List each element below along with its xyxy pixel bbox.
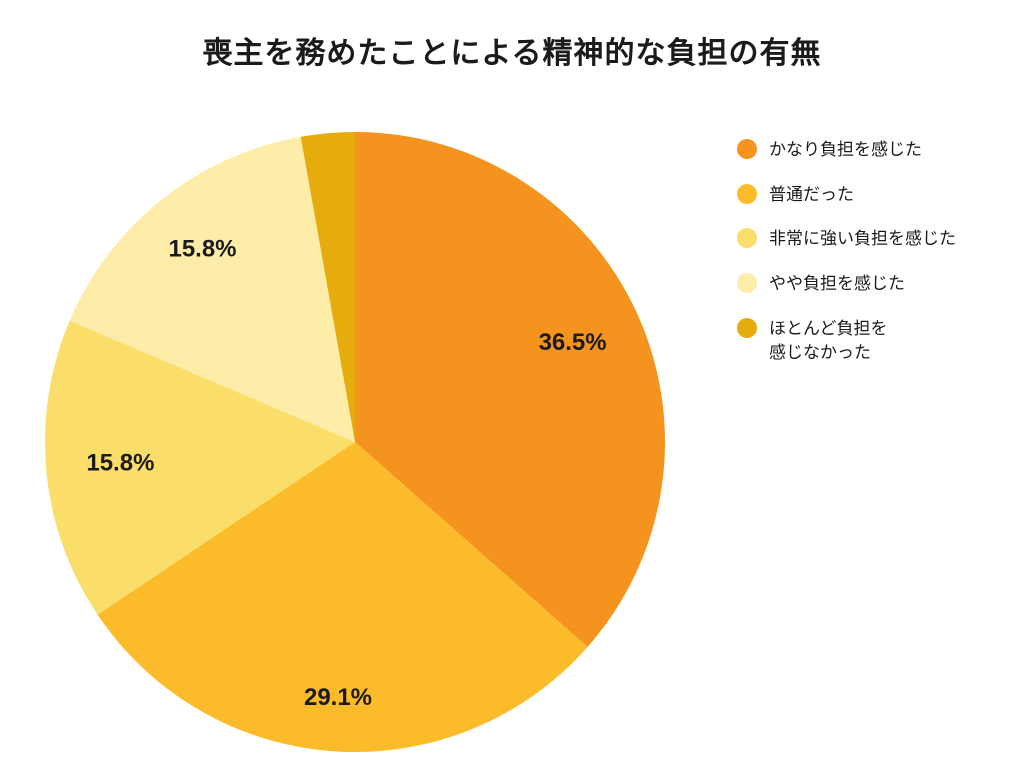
- pie-percent-label: 15.8%: [168, 236, 236, 263]
- legend-item-3: やや負担を感じた: [737, 272, 956, 297]
- legend-item-0: かなり負担を感じた: [737, 138, 956, 163]
- pie-percent-label: 15.8%: [86, 450, 154, 477]
- legend-item-4: ほとんど負担を 感じなかった: [737, 317, 956, 366]
- legend: かなり負担を感じた 普通だった非常に強い負担を感じた やや負担を感じたほとんど負担を…: [737, 138, 956, 366]
- legend-item-1: 普通だった: [737, 183, 956, 208]
- pie-slice-0: [355, 132, 665, 648]
- legend-color-dot: [737, 228, 757, 249]
- pie-slice-2: [45, 320, 356, 615]
- legend-item-2: 非常に強い負担を感じた: [737, 227, 956, 252]
- legend-label: ほとんど負担を 感じなかった: [769, 318, 888, 363]
- pie-slice-3: [69, 136, 356, 443]
- pie-chart: 36.5% 29.1% 15.8% 15.8%: [45, 132, 665, 752]
- pie-percent-label: 36.5%: [539, 329, 607, 356]
- legend-color-dot: [737, 183, 757, 204]
- pie-chart-area: 36.5% 29.1% 15.8% 15.8%: [45, 132, 665, 752]
- pie-slice-1: [97, 442, 588, 752]
- legend-label: 普通だった: [769, 184, 854, 204]
- legend-color-dot: [737, 317, 757, 338]
- legend-label: 非常に強い負担を感じた: [769, 229, 956, 249]
- legend-label: やや負担を感じた: [769, 273, 905, 293]
- legend-label: かなり負担を感じた: [769, 140, 922, 159]
- legend-color-dot: [737, 272, 757, 293]
- pie-slice-4: [300, 132, 355, 442]
- legend-color-dot: [737, 139, 757, 159]
- chart-title: 喪主を務めたことによる精神的な負担の有無: [202, 37, 822, 70]
- pie-percent-label: 29.1%: [304, 684, 372, 711]
